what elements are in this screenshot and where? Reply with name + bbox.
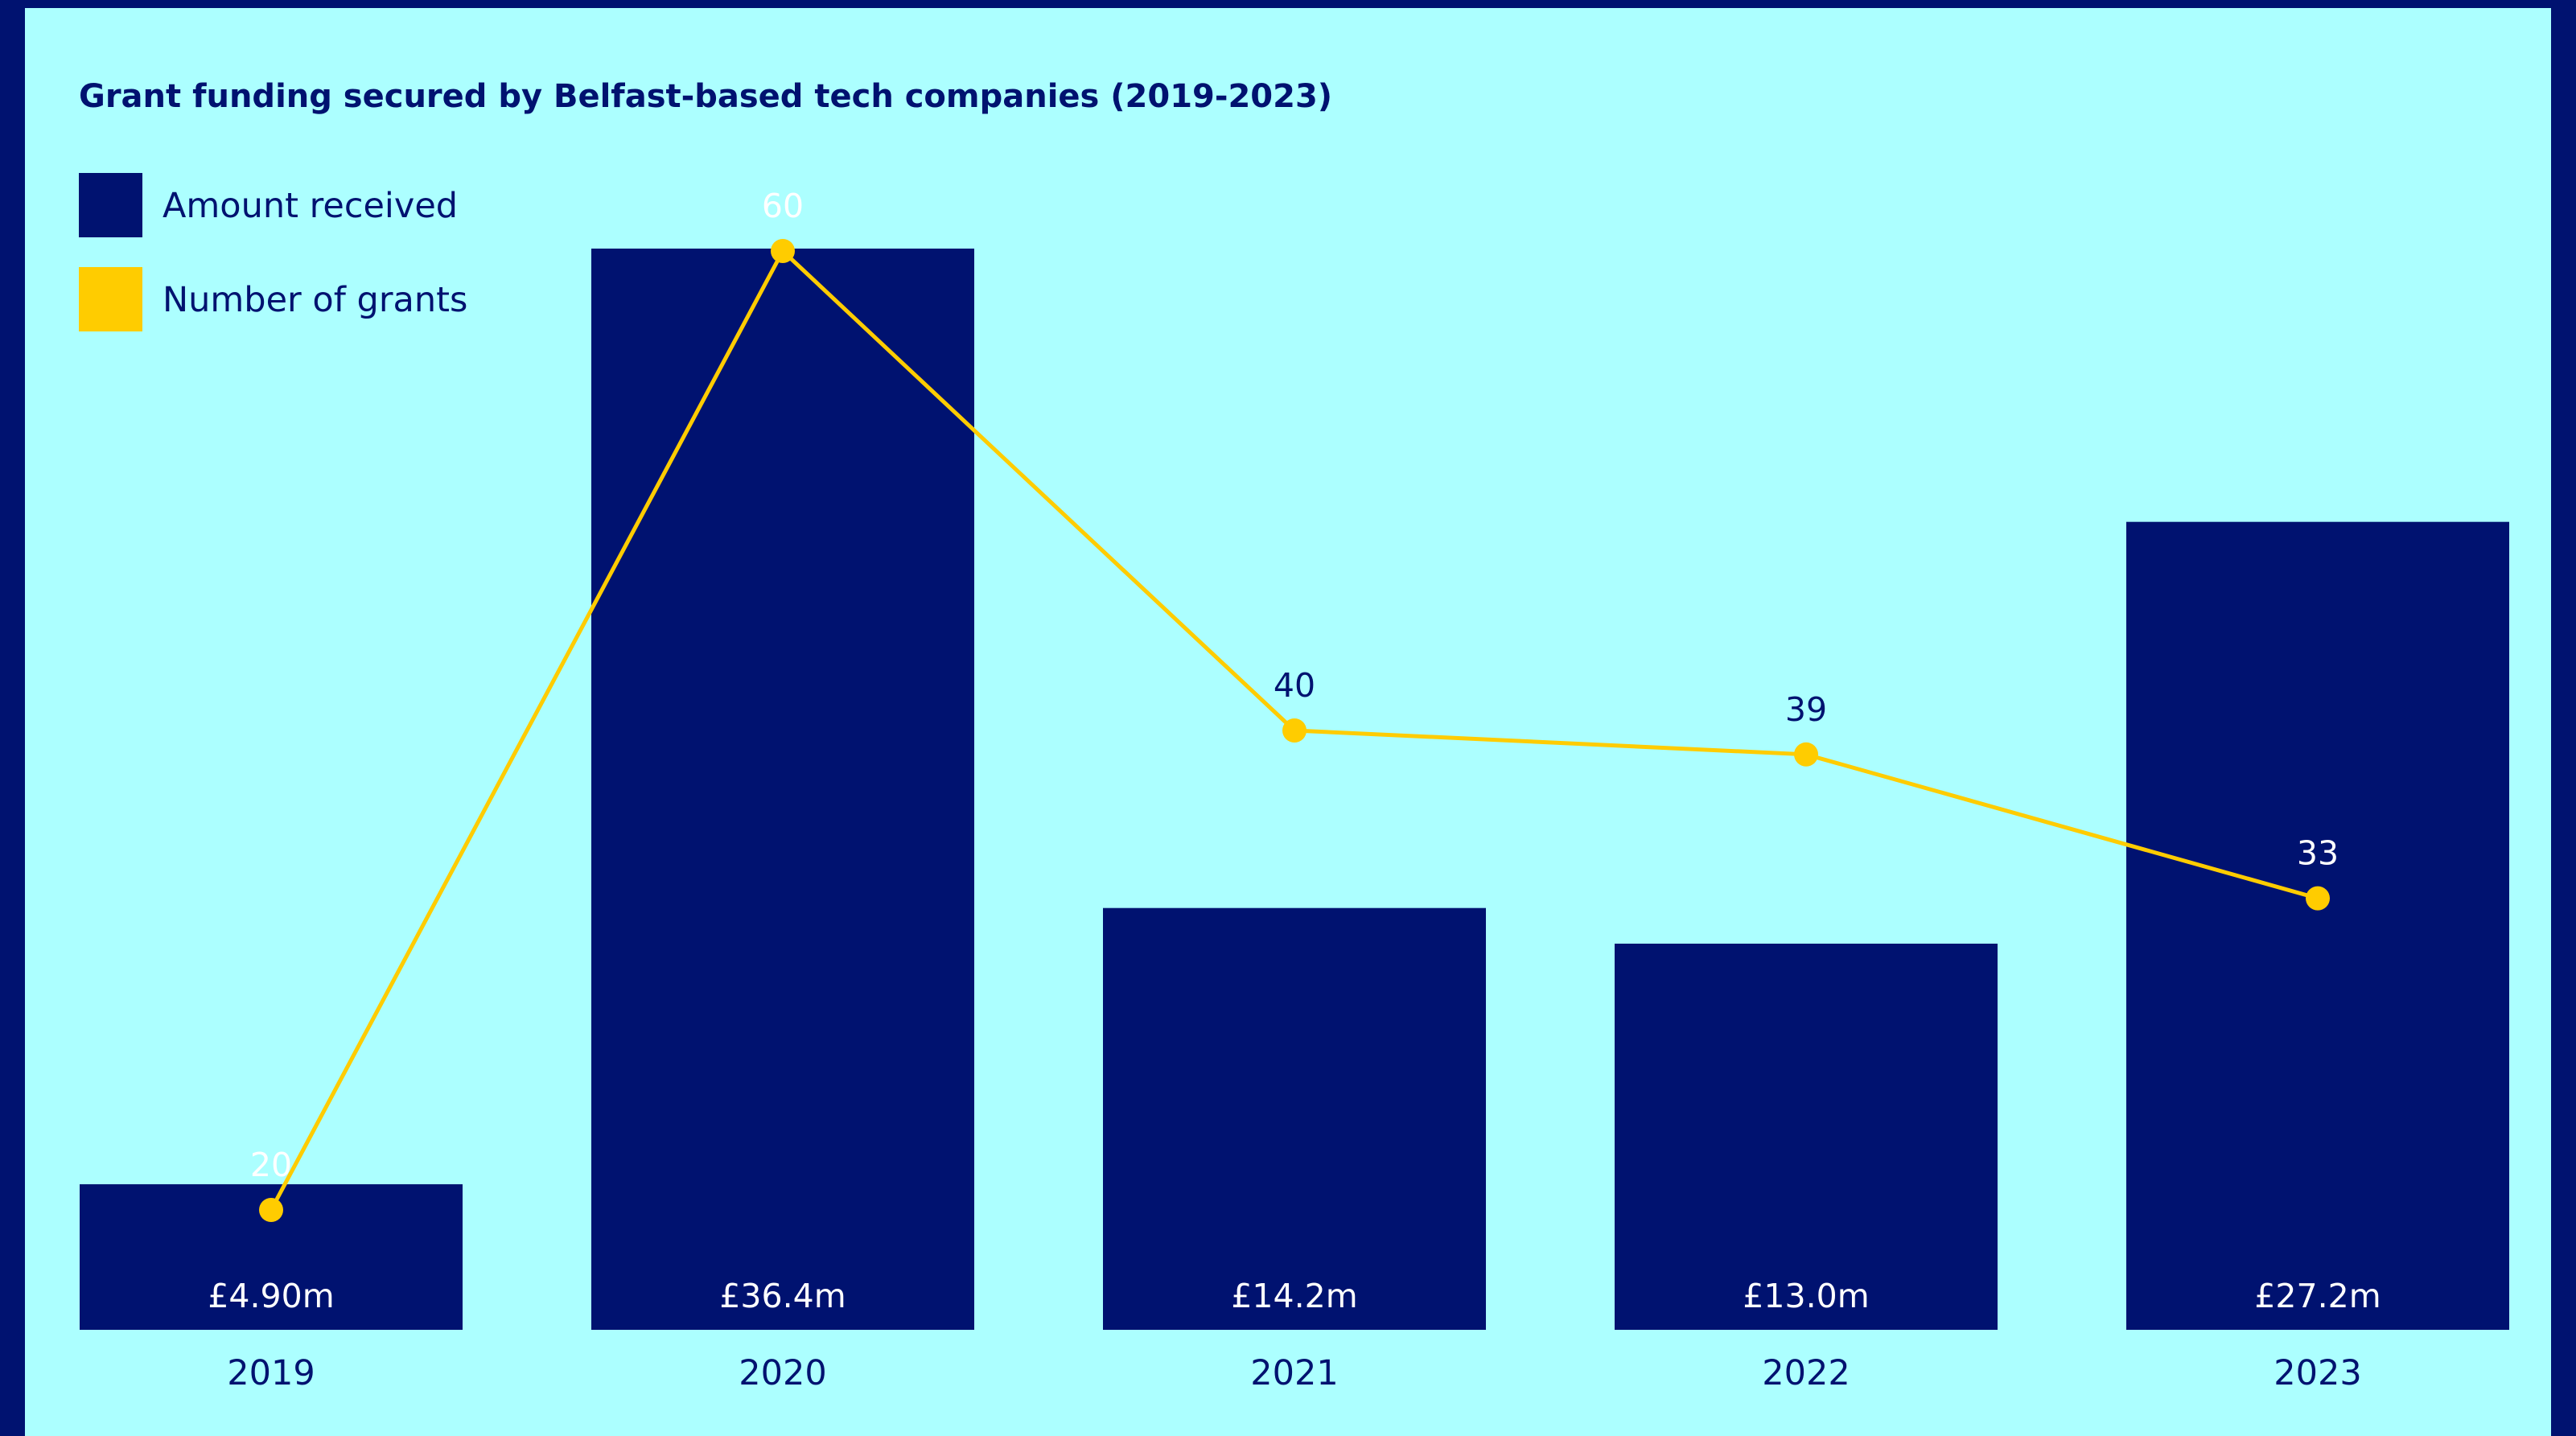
bar-2021 (1103, 907, 1486, 1330)
grants-point-label: 40 (1274, 666, 1315, 705)
chart-frame: Grant funding secured by Belfast-based t… (25, 8, 2551, 1436)
grants-point-label: 33 (2297, 834, 2339, 873)
legend-swatch-amount (79, 173, 142, 237)
bar-2020 (591, 249, 974, 1330)
grants-point-2019 (259, 1198, 283, 1222)
line-series: 20 60 40 39 33 (250, 187, 2339, 1222)
legend-swatch-grants (79, 267, 142, 331)
grants-point-2022 (1794, 742, 1818, 767)
grants-point-label: 20 (250, 1146, 292, 1184)
grants-point-label: 39 (1785, 690, 1827, 729)
bar-value-label: £14.2m (1231, 1277, 1357, 1315)
x-axis: 2019 2020 2021 2022 2023 (227, 1353, 2361, 1393)
grants-point-2021 (1282, 718, 1307, 743)
bar-series: £4.90m £36.4m £14.2m £13.0m £27.2m (80, 249, 2509, 1330)
bar-2022 (1615, 944, 1998, 1330)
bar-value-label: £36.4m (719, 1277, 846, 1315)
grants-point-2023 (2306, 886, 2330, 911)
x-tick-label: 2023 (2274, 1353, 2361, 1393)
bar-value-label: £27.2m (2254, 1277, 2381, 1315)
grants-point-2020 (771, 239, 795, 263)
x-tick-label: 2020 (739, 1353, 826, 1393)
bar-2023 (2126, 521, 2509, 1330)
grants-point-label: 60 (762, 187, 804, 225)
x-tick-label: 2021 (1250, 1353, 1338, 1393)
chart-title: Grant funding secured by Belfast-based t… (79, 78, 1332, 115)
legend: Amount received Number of grants (79, 173, 467, 331)
legend-label-grants: Number of grants (163, 280, 467, 320)
x-tick-label: 2019 (227, 1353, 315, 1393)
legend-label-amount: Amount received (163, 186, 458, 226)
x-tick-label: 2022 (1762, 1353, 1850, 1393)
bar-value-label: £4.90m (208, 1277, 334, 1315)
combo-chart: Grant funding secured by Belfast-based t… (79, 78, 2509, 1393)
bar-value-label: £13.0m (1743, 1277, 1869, 1315)
